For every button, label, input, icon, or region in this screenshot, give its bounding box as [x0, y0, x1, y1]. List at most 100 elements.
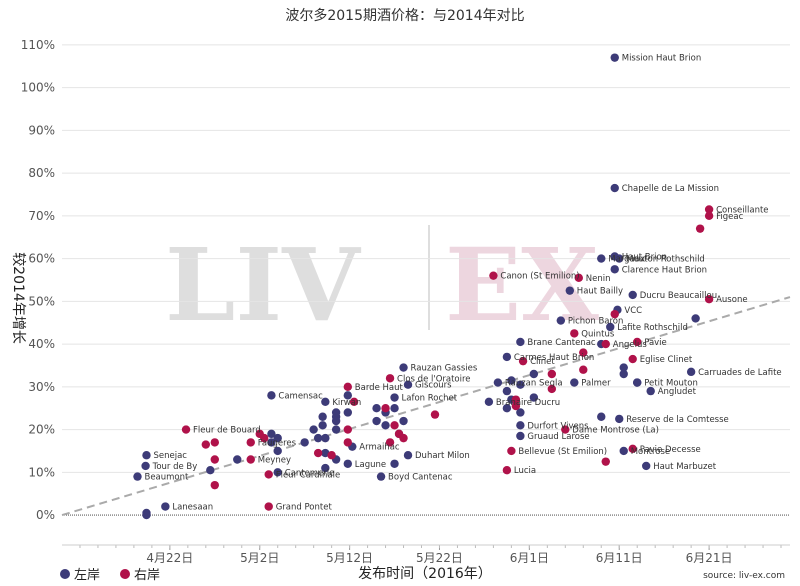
right-bank-point	[511, 395, 521, 404]
left-bank-point	[343, 459, 353, 468]
right-bank-point	[201, 440, 211, 449]
point-label: VCC	[624, 306, 642, 316]
point-label: Mouton Rothschild	[626, 255, 705, 265]
point-label: Armaihac	[359, 443, 400, 453]
right-bank-point	[313, 448, 323, 458]
point-label: Beaumont	[144, 473, 189, 483]
point-label: Cantemerle	[285, 468, 335, 478]
left-bank-point	[321, 463, 330, 473]
left-bank-point	[529, 393, 539, 402]
left-bank-point	[273, 446, 282, 456]
point-label: Branaire Ducru	[496, 398, 560, 408]
left-bank-point	[610, 53, 619, 62]
right-bank-point	[601, 339, 610, 349]
point-label: Pavie Decesse	[640, 445, 701, 455]
left-bank-point	[570, 378, 579, 387]
x-axis-title: 发布时间（2016年）	[358, 566, 492, 582]
legend-left-bank-marker	[60, 569, 70, 579]
point-label: Montrose	[631, 447, 670, 457]
y-tick-label: 80%	[28, 166, 55, 180]
point-label: Clarence Haut Brion	[622, 265, 707, 275]
left-bank-point	[309, 425, 318, 434]
left-bank-point	[321, 433, 330, 443]
y-tick-label: 60%	[28, 252, 55, 266]
left-bank-point	[484, 397, 494, 406]
left-bank-point	[597, 412, 606, 421]
right-bank-point	[343, 382, 353, 392]
x-tick-label: 5月22日	[416, 551, 463, 565]
watermark-liv: LIV	[165, 226, 361, 344]
left-bank-point	[267, 438, 276, 447]
right-bank-point	[511, 401, 521, 411]
point-label: Brane Cantenac	[527, 338, 596, 348]
right-bank-point	[349, 397, 359, 406]
point-label: Angludet	[658, 387, 697, 397]
left-bank-point	[372, 404, 381, 413]
left-bank-point	[300, 438, 309, 447]
left-bank-point	[142, 451, 151, 460]
source-note: source: liv-ex.com	[703, 571, 785, 581]
left-bank-point	[686, 367, 696, 377]
left-bank-point	[691, 314, 700, 323]
point-label: Ducru Beaucaillou	[640, 291, 717, 301]
point-label: Clos de l'Oratoire	[397, 374, 470, 384]
left-bank-point	[267, 429, 276, 439]
right-bank-point	[399, 433, 408, 443]
legend-left-bank-label: 左岸	[74, 568, 100, 583]
point-label: Lafite Rothschild	[617, 323, 688, 333]
point-label: Durfort Vivens	[527, 421, 589, 431]
point-label: Pavie	[644, 338, 667, 348]
point-label: Ausone	[716, 295, 747, 305]
right-bank-point	[385, 438, 395, 447]
left-bank-point	[529, 369, 539, 379]
point-label: Gruaud Larose	[527, 432, 589, 442]
right-bank-point	[255, 429, 264, 439]
right-bank-point	[210, 480, 219, 490]
y-axis-title: 较2014年增长	[10, 252, 26, 344]
left-bank-point	[606, 322, 615, 332]
left-bank-point	[331, 408, 341, 417]
y-tick-label: 110%	[21, 38, 55, 52]
left-bank-point	[597, 254, 606, 263]
y-tick-label: 10%	[28, 465, 55, 479]
y-axis: 0% 10% 20% 30% 40% 50% 60% 70% 80% 90% 100% 110%	[21, 38, 55, 522]
point-label: Haut Brion	[622, 252, 667, 262]
right-bank-point	[579, 348, 588, 357]
left-bank-point	[390, 404, 399, 413]
left-bank-point	[516, 380, 525, 389]
point-label: Dame Montrose (La)	[572, 426, 659, 436]
y-tick-label: 30%	[28, 380, 55, 394]
point-label: Boyd Cantenac	[388, 473, 453, 483]
legend-right-bank-label: 右岸	[134, 568, 160, 583]
point-label: Mission Haut Brion	[622, 54, 702, 64]
right-bank-point	[601, 457, 610, 466]
point-label: Pichon Baron	[568, 317, 624, 327]
left-bank-point	[273, 433, 282, 443]
point-label: Fleur Cardinale	[276, 470, 341, 480]
point-label: Giscours	[415, 381, 452, 391]
left-bank-point	[502, 386, 512, 396]
data-points	[133, 53, 714, 520]
point-label: Tour de By	[152, 462, 198, 472]
left-bank-point	[633, 378, 642, 387]
right-bank-point	[507, 446, 516, 456]
left-bank-point	[390, 393, 399, 402]
right-bank-point	[628, 354, 637, 364]
y-tick-label: 20%	[28, 423, 55, 437]
left-bank-point	[161, 502, 170, 511]
left-bank-point	[628, 290, 637, 300]
left-bank-point	[516, 421, 525, 430]
point-label: Lanesaan	[172, 503, 213, 513]
right-bank-point	[210, 438, 219, 447]
right-bank-point	[390, 421, 399, 430]
left-bank-point	[331, 416, 341, 426]
point-label: Rauzan Gassies	[411, 364, 478, 374]
point-label: Lucia	[514, 466, 536, 476]
point-label: Kirwan	[332, 398, 361, 408]
point-label: Bellevue (St Emilion)	[518, 447, 607, 457]
point-label: Senejac	[153, 451, 187, 461]
x-tick-label: 4月22日	[146, 551, 193, 565]
right-bank-point	[264, 470, 273, 479]
right-bank-point	[343, 425, 353, 434]
right-bank-point	[327, 451, 336, 460]
